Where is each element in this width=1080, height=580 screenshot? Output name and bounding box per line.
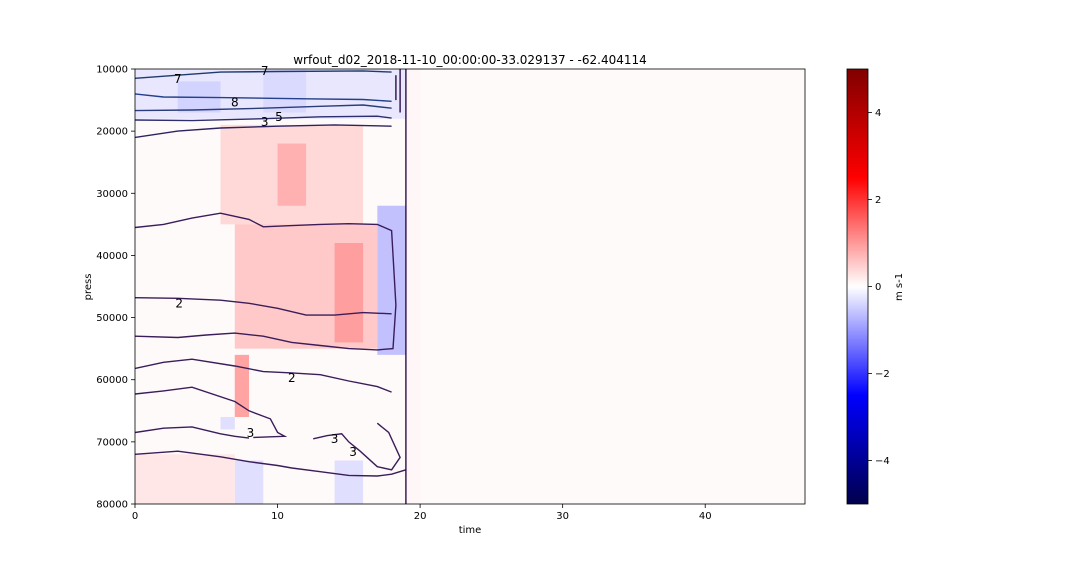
x-tick-label: 40 xyxy=(699,511,712,522)
heatmap-region xyxy=(334,243,364,343)
heatmap-region xyxy=(220,417,235,430)
colorbar-tick-label: 2 xyxy=(875,195,881,206)
contour-label: 3 xyxy=(349,445,357,459)
contour-line xyxy=(135,450,407,477)
contour-label: 3 xyxy=(261,115,269,129)
contour-line xyxy=(135,93,392,102)
contour-line xyxy=(135,124,392,139)
y-tick-label: 20000 xyxy=(96,127,128,138)
heatmap-region xyxy=(277,143,307,206)
colorbar xyxy=(846,68,869,505)
contour-line xyxy=(135,426,250,439)
contour-line xyxy=(135,386,288,439)
x-tick-label: 20 xyxy=(414,511,427,522)
contour-label: 2 xyxy=(175,296,183,310)
y-axis: 10000 20000 30000 40000 50000 60000 70000 80000 xyxy=(96,65,135,511)
y-tick-label: 80000 xyxy=(96,500,128,511)
y-axis-label: press xyxy=(83,274,94,301)
contour-label: 5 xyxy=(275,110,283,124)
y-tick-label: 30000 xyxy=(96,189,128,200)
heatmap-region xyxy=(263,69,307,113)
heatmap-region xyxy=(234,460,264,504)
heatmap-region xyxy=(234,354,250,417)
contour-layer xyxy=(135,69,407,504)
y-tick-label: 70000 xyxy=(96,437,128,448)
contour-label: 3 xyxy=(247,426,255,440)
heatmap-region xyxy=(135,454,235,504)
y-tick-label: 40000 xyxy=(96,251,128,262)
x-tick-label: 0 xyxy=(132,511,138,522)
heatmap-region xyxy=(405,69,421,504)
contour-line xyxy=(135,115,392,122)
x-axis: 0 10 20 30 40 xyxy=(132,504,712,522)
contour-line xyxy=(135,104,392,112)
y-tick-label: 10000 xyxy=(96,65,128,76)
y-tick-label: 60000 xyxy=(96,375,128,386)
contour-line xyxy=(135,212,397,351)
contour-label: 2 xyxy=(288,371,296,385)
heatmap-region xyxy=(377,205,406,355)
contour-label: 3 xyxy=(331,432,339,446)
contour-line xyxy=(135,297,392,316)
contour-label: 8 xyxy=(231,96,239,110)
contour-label: 7 xyxy=(261,64,269,78)
x-axis-label: time xyxy=(459,525,482,536)
heatmap-layer xyxy=(135,69,805,504)
x-tick-label: 30 xyxy=(556,511,569,522)
contour-label: 7 xyxy=(174,72,182,86)
colorbar-tick-label: 0 xyxy=(875,282,881,293)
colorbar-tick-label: −2 xyxy=(875,369,890,380)
colorbar-tick-label: 4 xyxy=(875,108,881,119)
contour-line xyxy=(135,70,392,79)
colorbar-axis: −4 −2 0 2 4 xyxy=(868,108,890,467)
plot-frame xyxy=(134,68,806,505)
colorbar-tick-label: −4 xyxy=(875,456,890,467)
y-tick-label: 50000 xyxy=(96,313,128,324)
colorbar-label: m s-1 xyxy=(894,273,905,301)
contour-line xyxy=(313,422,401,471)
contour-line xyxy=(135,358,392,393)
chart-title: wrfout_d02_2018-11-10_00:00:00-33.029137… xyxy=(293,53,647,67)
x-tick-label: 10 xyxy=(271,511,284,522)
heatmap-region xyxy=(334,460,364,504)
